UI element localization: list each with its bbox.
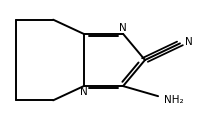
Text: N: N bbox=[119, 23, 127, 33]
Text: N: N bbox=[185, 37, 192, 47]
Text: NH₂: NH₂ bbox=[163, 95, 183, 105]
Text: N: N bbox=[80, 87, 88, 97]
